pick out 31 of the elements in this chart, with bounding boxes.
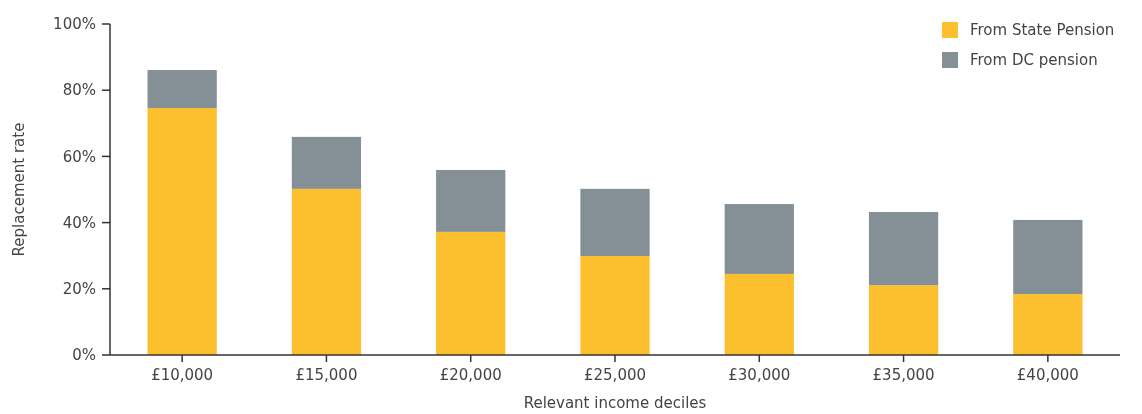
y-tick-label: 40% bbox=[62, 213, 96, 232]
y-tick-label: 80% bbox=[62, 81, 96, 100]
y-tick-label: 60% bbox=[62, 147, 96, 166]
x-tick-label: £20,000 bbox=[439, 366, 502, 384]
x-tick-label: £25,000 bbox=[583, 366, 647, 384]
y-axis-title: Replacement rate bbox=[10, 122, 28, 257]
bar bbox=[436, 169, 506, 232]
bar bbox=[291, 136, 362, 189]
bar bbox=[868, 212, 939, 286]
y-tick-label: 0% bbox=[72, 346, 96, 365]
bar bbox=[580, 188, 650, 257]
legend-label: From State Pension bbox=[970, 21, 1115, 39]
x-tick-label: £35,000 bbox=[872, 366, 935, 384]
x-tick-label: £15,000 bbox=[295, 366, 358, 384]
legend-label: From DC pension bbox=[970, 51, 1098, 69]
bar bbox=[1013, 294, 1083, 355]
x-tick-label: £30,000 bbox=[728, 366, 791, 384]
bar bbox=[147, 108, 217, 355]
x-tick-label: £10,000 bbox=[151, 366, 214, 384]
y-tick-label: 20% bbox=[62, 280, 96, 299]
bar bbox=[147, 70, 217, 109]
x-tick-label: £40,000 bbox=[1016, 366, 1079, 384]
bar bbox=[436, 231, 506, 355]
bar bbox=[580, 256, 650, 355]
bar bbox=[1013, 219, 1083, 295]
y-tick-label: 100% bbox=[53, 15, 96, 34]
bar bbox=[724, 273, 794, 355]
bar bbox=[291, 188, 362, 355]
x-axis-title: Relevant income deciles bbox=[523, 394, 707, 412]
bar bbox=[868, 285, 939, 355]
bar bbox=[724, 204, 794, 274]
